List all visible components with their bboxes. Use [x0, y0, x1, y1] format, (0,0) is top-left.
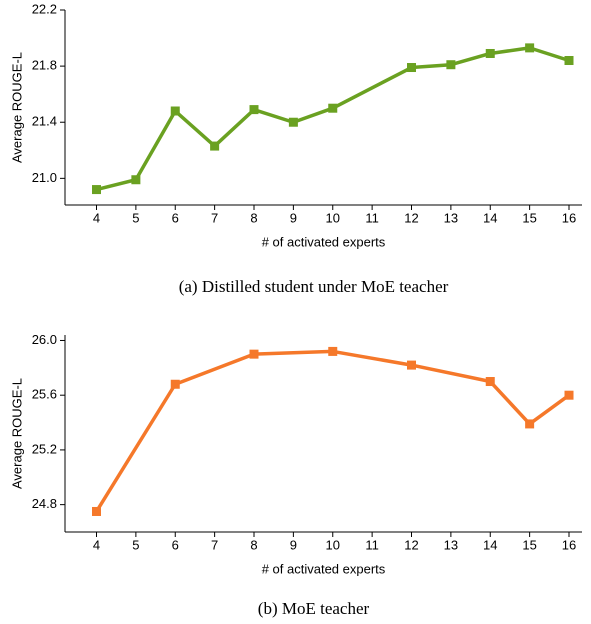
data-point [485, 48, 495, 58]
data-point [249, 105, 259, 115]
data-point [249, 349, 259, 359]
y-axis-label: Average ROUGE-L [9, 52, 24, 163]
x-axis-label: # of activated experts [262, 234, 386, 249]
x-tick-label: 15 [522, 210, 536, 225]
y-tick-label: 25.2 [32, 441, 57, 456]
data-point [407, 63, 417, 73]
data-point [131, 175, 141, 185]
caption: (a) Distilled student under MoE teacher [179, 277, 449, 296]
series-line [95, 349, 571, 513]
x-tick-label: 10 [326, 537, 340, 552]
data-point [525, 43, 535, 53]
data-point [170, 379, 180, 389]
y-tick-label: 22.2 [32, 1, 57, 16]
x-tick-label: 8 [250, 537, 257, 552]
x-tick-label: 5 [132, 210, 139, 225]
x-tick-label: 7 [211, 537, 218, 552]
x-tick-label: 6 [172, 210, 179, 225]
x-tick-label: 12 [404, 537, 418, 552]
x-tick-label: 9 [290, 537, 297, 552]
x-tick-label: 16 [562, 537, 576, 552]
x-tick-label: 9 [290, 210, 297, 225]
x-tick-label: 10 [326, 210, 340, 225]
data-point [170, 106, 180, 116]
x-tick-label: 14 [483, 210, 497, 225]
data-point [328, 346, 338, 356]
data-point [92, 506, 102, 516]
data-point [407, 360, 417, 370]
x-tick-label: 6 [172, 537, 179, 552]
data-point [328, 103, 338, 113]
y-tick-label: 21.8 [32, 58, 57, 73]
y-tick-label: 25.6 [32, 387, 57, 402]
y-tick-label: 24.8 [32, 496, 57, 511]
y-axis-label: Average ROUGE-L [9, 378, 24, 489]
data-point [92, 185, 102, 195]
x-tick-label: 13 [444, 210, 458, 225]
series-line [96, 46, 570, 192]
x-tick-label: 4 [93, 210, 100, 225]
data-point [525, 419, 535, 429]
x-axis-label: # of activated experts [262, 561, 386, 576]
x-tick-label: 16 [562, 210, 576, 225]
data-point [288, 117, 298, 127]
x-tick-label: 14 [483, 537, 497, 552]
x-tick-label: 4 [93, 537, 100, 552]
data-point [485, 377, 495, 387]
y-tick-label: 26.0 [32, 332, 57, 347]
data-point [446, 60, 456, 70]
x-tick-label: 13 [444, 537, 458, 552]
x-tick-label: 11 [365, 210, 379, 225]
caption: (b) MoE teacher [258, 599, 370, 618]
x-tick-label: 11 [365, 537, 379, 552]
x-tick-label: 15 [522, 537, 536, 552]
x-tick-label: 5 [132, 537, 139, 552]
data-point [210, 141, 220, 151]
data-point [564, 56, 574, 66]
x-tick-label: 7 [211, 210, 218, 225]
y-tick-label: 21.0 [32, 170, 57, 185]
y-tick-label: 21.4 [32, 114, 57, 129]
x-tick-label: 12 [404, 210, 418, 225]
data-point [564, 390, 574, 400]
x-tick-label: 8 [250, 210, 257, 225]
